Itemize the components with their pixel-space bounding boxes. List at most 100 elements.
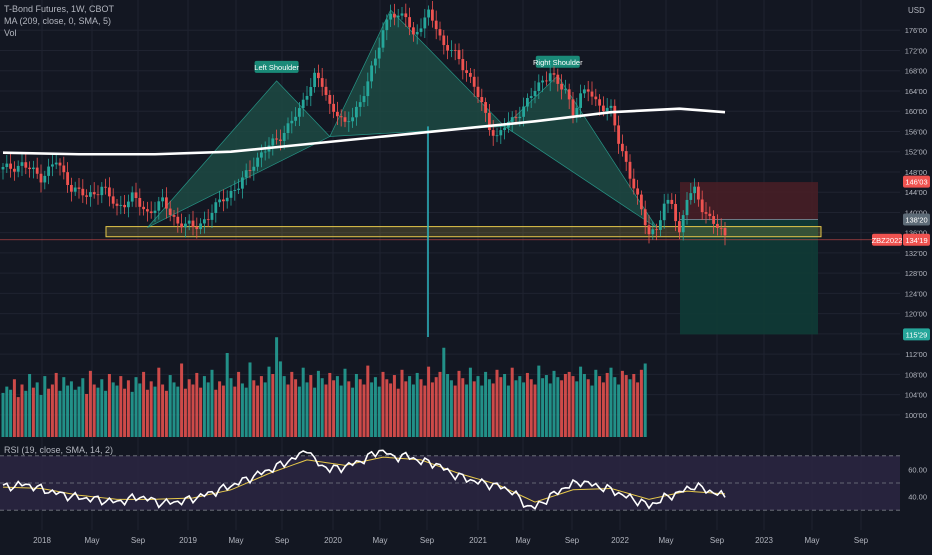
candle-body xyxy=(28,167,31,170)
candle-body xyxy=(134,192,138,198)
stop-price-label-bg xyxy=(903,175,930,188)
symbol-legend[interactable]: T-Bond Futures, 1W, CBOT xyxy=(4,4,115,14)
volume-bar xyxy=(305,382,309,437)
candle-body xyxy=(229,190,233,198)
candle-body xyxy=(206,219,210,221)
candle-body xyxy=(503,127,506,131)
candle-body xyxy=(632,178,636,189)
candle-body xyxy=(499,130,503,136)
candle-body xyxy=(248,170,252,172)
candle-body xyxy=(286,123,290,133)
candle-body xyxy=(180,223,183,228)
volume-bar xyxy=(225,353,229,437)
volume-bar xyxy=(130,391,134,437)
volume-bar xyxy=(62,377,66,437)
candle-body xyxy=(39,173,43,183)
candle-body xyxy=(81,188,85,196)
volume-bar xyxy=(605,372,609,437)
candle-body xyxy=(556,74,560,84)
time-axis-label: 2021 xyxy=(469,536,487,545)
candle-body xyxy=(347,121,351,123)
volume-bar xyxy=(453,385,457,437)
volume-bar xyxy=(408,376,412,437)
volume-bar xyxy=(92,384,96,437)
volume-bar xyxy=(370,382,374,437)
volume-bar xyxy=(563,374,567,437)
price-axis-label: 172'00 xyxy=(905,46,927,55)
candle-body xyxy=(389,13,392,20)
ma-209-line xyxy=(2,107,726,156)
candle-body xyxy=(476,86,480,98)
candle-body xyxy=(594,96,598,100)
price-axis-label: 120'00 xyxy=(905,310,927,319)
candle-body xyxy=(708,213,712,217)
candle-body xyxy=(716,223,719,228)
volume-bar xyxy=(271,374,275,437)
candle-body xyxy=(214,202,218,213)
volume-bar xyxy=(1,392,5,437)
candle-body xyxy=(385,19,389,31)
candle-body xyxy=(309,87,313,96)
volume-bar xyxy=(221,385,225,437)
volume-bar xyxy=(472,381,476,437)
volume-bar xyxy=(548,383,552,437)
time-axis-label: 2023 xyxy=(755,536,773,545)
last-price-label-bg xyxy=(903,233,930,246)
candle-body xyxy=(301,99,305,109)
candle-body xyxy=(362,96,366,103)
candle-body xyxy=(66,172,69,185)
candle-body xyxy=(621,143,624,152)
candle-body xyxy=(609,105,613,108)
price-axis-label: 152'00 xyxy=(905,148,927,157)
candle-body xyxy=(488,112,491,131)
volume-bar xyxy=(187,379,191,437)
candle-body xyxy=(127,201,130,208)
candle-body xyxy=(404,13,408,18)
volume-bar xyxy=(503,374,507,437)
candle-body xyxy=(438,29,442,36)
candle-body xyxy=(73,187,77,192)
volume-bar xyxy=(123,388,127,437)
volume-bar xyxy=(427,366,431,437)
volume-bar xyxy=(138,383,142,437)
volume-bar xyxy=(252,380,256,437)
volume-bar xyxy=(50,384,54,437)
stop-price-label: 146'03 xyxy=(905,178,927,187)
neckline-support-zone xyxy=(105,226,822,238)
candle-body xyxy=(700,199,704,213)
volume-bar xyxy=(168,375,172,437)
candle-body xyxy=(670,199,674,204)
currency-label: USD xyxy=(908,6,925,15)
volume-bar xyxy=(47,388,51,437)
volume-bar xyxy=(525,372,529,437)
rsi-legend[interactable]: RSI (19, close, SMA, 14, 2) xyxy=(4,445,114,455)
candle-body xyxy=(92,192,96,195)
vol-legend[interactable]: Vol xyxy=(4,28,17,38)
ma-legend[interactable]: MA (209, close, 0, SMA, 5) xyxy=(4,16,112,26)
time-axis-label: May xyxy=(515,536,530,545)
time-axis-label: May xyxy=(804,536,819,545)
volume-bar xyxy=(161,384,165,437)
candle-body xyxy=(184,223,187,228)
volume-bar xyxy=(434,377,438,437)
time-axis-label: May xyxy=(372,536,387,545)
volume-bar xyxy=(282,376,286,437)
volume-bar xyxy=(514,380,518,437)
volume-bar xyxy=(176,386,180,437)
candle-body xyxy=(332,103,335,112)
candle-body xyxy=(579,93,582,108)
candle-body xyxy=(465,70,468,73)
candle-body xyxy=(602,105,605,112)
candle-body xyxy=(165,197,168,209)
price-axis-label: 160'00 xyxy=(905,107,927,116)
candle-body xyxy=(400,13,404,16)
volume-bar xyxy=(54,372,58,437)
volume-bar xyxy=(9,389,13,437)
candle-body xyxy=(260,152,263,158)
volume-bar xyxy=(12,379,16,437)
candle-body xyxy=(199,223,202,230)
candle-body xyxy=(681,215,685,233)
trade-zones xyxy=(0,182,900,335)
